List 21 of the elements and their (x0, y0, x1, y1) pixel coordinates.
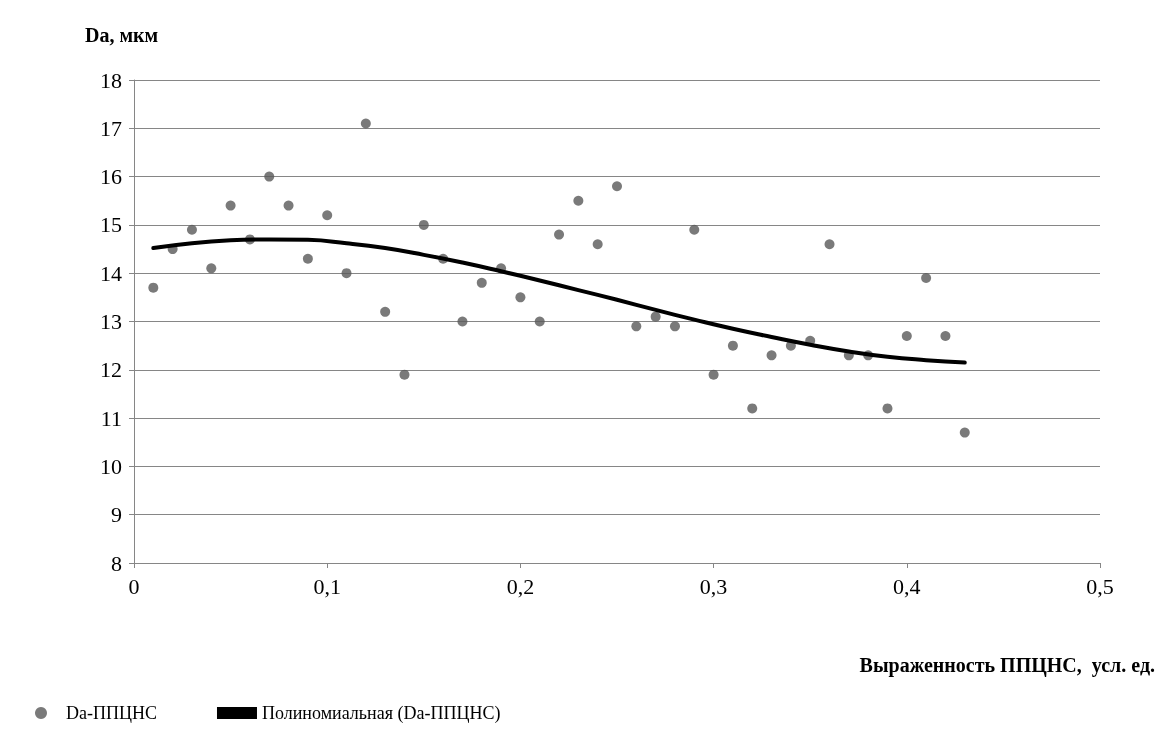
y-tick-label: 9 (111, 502, 122, 528)
x-tick-label: 0,2 (506, 573, 535, 599)
y-tick-label: 14 (100, 260, 122, 286)
x-tick-label: 0,4 (893, 573, 921, 599)
y-tick-label: 12 (100, 357, 122, 383)
y-tick-label: 11 (100, 405, 122, 431)
y-tick-label: 10 (100, 453, 122, 479)
y-tick-label: 15 (100, 212, 122, 238)
y-tick-label: 13 (100, 309, 122, 334)
y-tick-label: 17 (100, 115, 122, 141)
x-tick-label: 0 (128, 573, 140, 599)
y-axis-title: Da, мкм (85, 24, 159, 46)
x-tick-label: 0,5 (1086, 573, 1114, 599)
y-tick-label: 16 (100, 164, 122, 190)
legend-label: Полиномиальная (Da-ППЦНС) (261, 703, 501, 724)
x-tick-label: 0,3 (699, 573, 728, 599)
legend-label: Da-ППЦНС (66, 703, 157, 723)
x-axis-title: Выраженность ППЦНС, усл. ед. (859, 654, 1156, 677)
y-tick-label: 8 (111, 550, 122, 576)
x-tick-label: 0,1 (313, 573, 341, 599)
y-tick-label: 18 (100, 67, 122, 93)
